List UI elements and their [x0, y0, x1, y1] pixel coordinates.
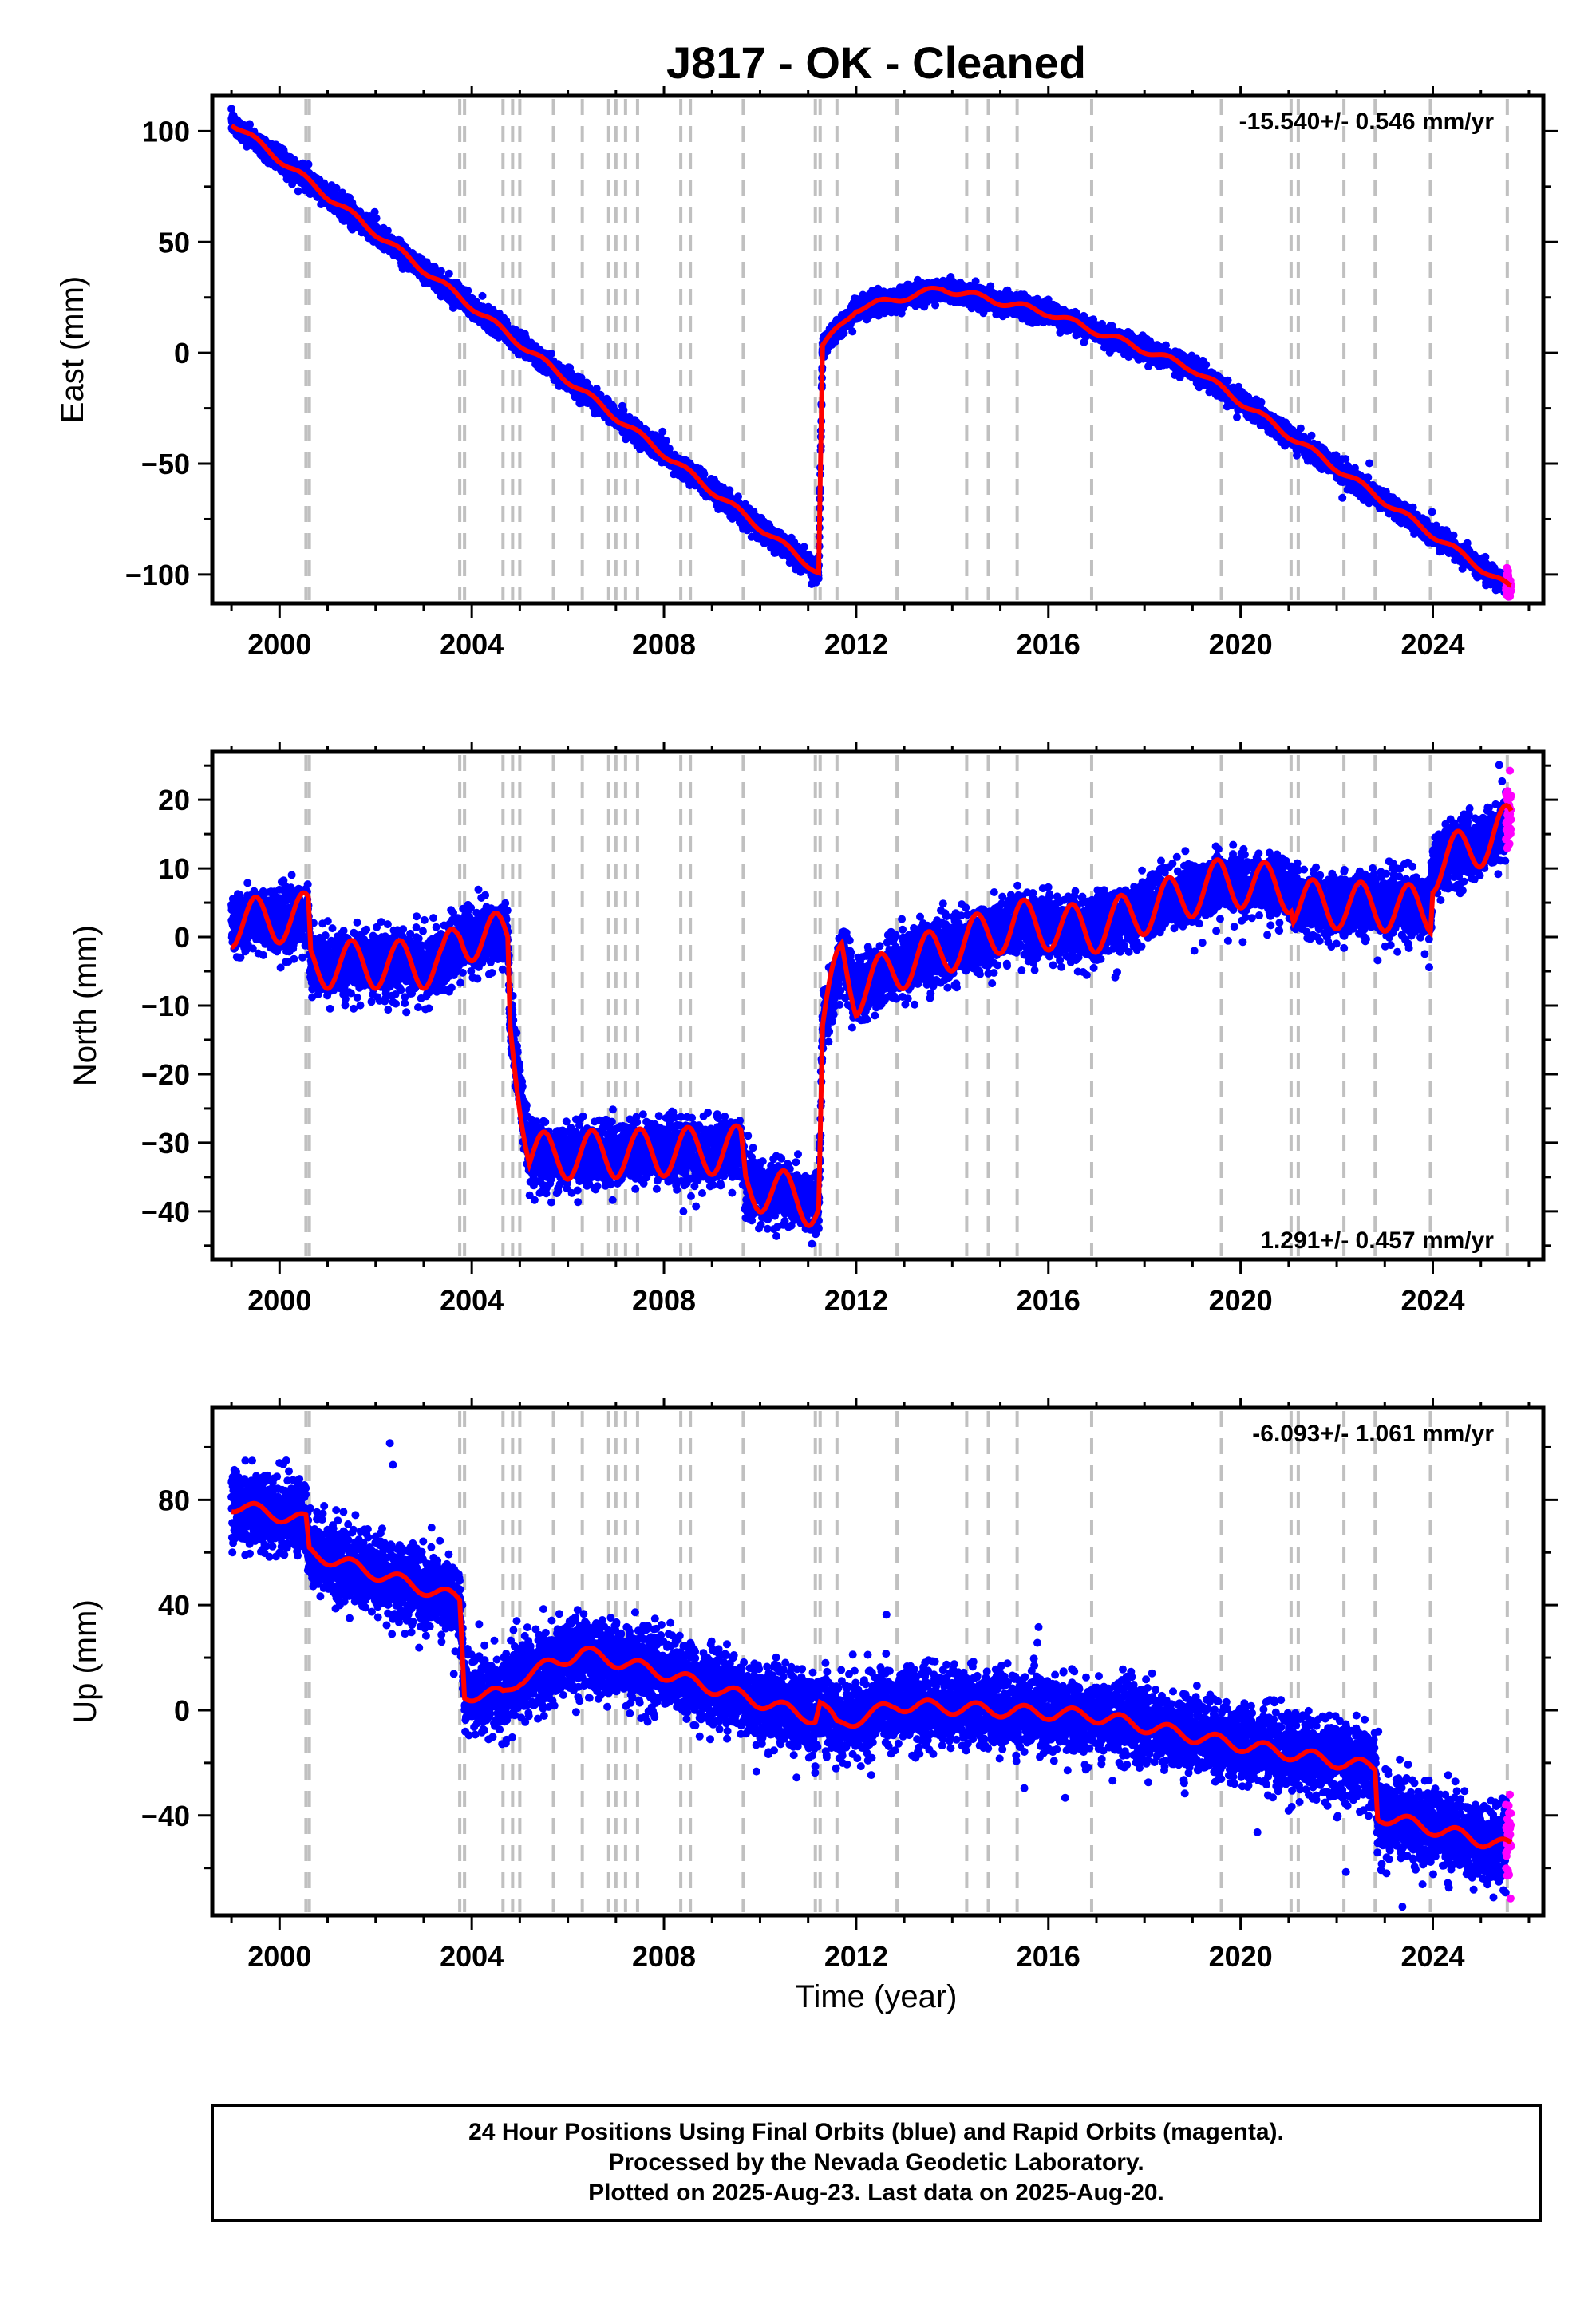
final-point	[662, 437, 670, 445]
final-point	[437, 267, 445, 275]
final-point	[700, 470, 709, 479]
final-point	[800, 543, 808, 551]
final-point	[658, 427, 667, 436]
final-point	[372, 214, 381, 223]
final-point	[444, 269, 453, 278]
event-lines	[304, 99, 1509, 600]
final-point	[725, 486, 734, 495]
final-point	[246, 121, 254, 129]
chart-title: J817 - OK - Cleaned	[666, 38, 1086, 88]
final-point	[227, 105, 236, 113]
final-point	[332, 184, 341, 192]
final-point	[478, 291, 487, 300]
final-point	[848, 327, 857, 336]
position-points	[227, 105, 1515, 601]
final-point	[547, 350, 555, 358]
final-point	[464, 287, 472, 295]
final-point	[294, 187, 302, 196]
east-panel: 2000 2004 2008 2012 2016 2020 2024100500−50−10…	[55, 86, 1558, 661]
final-point	[304, 160, 313, 168]
final-point	[814, 574, 823, 583]
